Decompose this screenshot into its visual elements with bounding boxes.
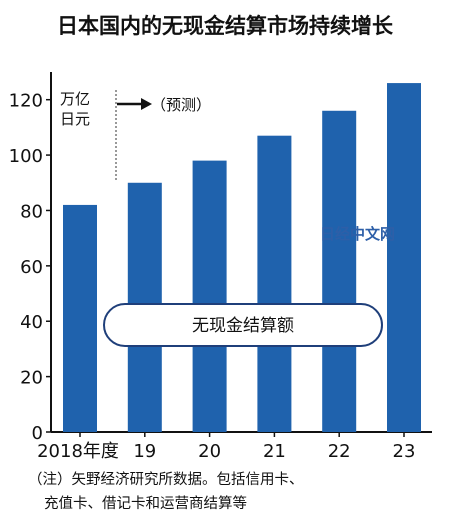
bar-5 (387, 83, 421, 433)
y-tick-label: 100 (9, 146, 43, 167)
footnote: （注）矢野经济研究所数据。包括信用卡、 充值卡、借记卡和运营商结算等 (28, 468, 428, 516)
chart-title: 日本国内的无现金结算市场持续增长 (57, 14, 394, 38)
y-tick-label: 40 (20, 312, 43, 333)
forecast-label: （预测） (151, 96, 211, 114)
bar-2 (192, 160, 227, 432)
watermark: 日经中文网 (320, 225, 395, 243)
y-tick-label: 0 (32, 423, 43, 444)
x-tick-label: 21 (263, 441, 286, 462)
footnote-line-1: （注）矢野经济研究所数据。包括信用卡、 (28, 472, 304, 488)
y-tick-label: 60 (20, 257, 43, 278)
y-tick-label: 120 (9, 91, 43, 112)
x-axis-labels: 2018年度 19 20 21 22 23 (37, 432, 415, 462)
unit-label-line1: 万亿 (60, 90, 90, 108)
bar-4 (322, 110, 357, 433)
x-tick-label: 2018年度 (37, 441, 119, 462)
forecast-arrow (117, 98, 152, 110)
y-tick-label: 20 (20, 368, 43, 389)
x-tick-label: 23 (393, 441, 416, 462)
bars (63, 83, 421, 433)
y-tick-label: 80 (20, 201, 43, 222)
x-tick-label: 19 (133, 441, 156, 462)
y-axis: 0 20 40 60 80 100 120 (9, 72, 432, 444)
footnote-line-2: 充值卡、借记卡和运营商结算等 (44, 496, 247, 512)
x-tick-label: 22 (328, 441, 351, 462)
legend-label: 无现金结算额 (192, 316, 294, 336)
bar-3 (257, 135, 292, 432)
unit-label-line2: 日元 (60, 110, 90, 128)
bar-0 (63, 204, 97, 432)
x-tick-label: 20 (198, 441, 221, 462)
legend-box: 无现金结算额 (103, 303, 383, 347)
